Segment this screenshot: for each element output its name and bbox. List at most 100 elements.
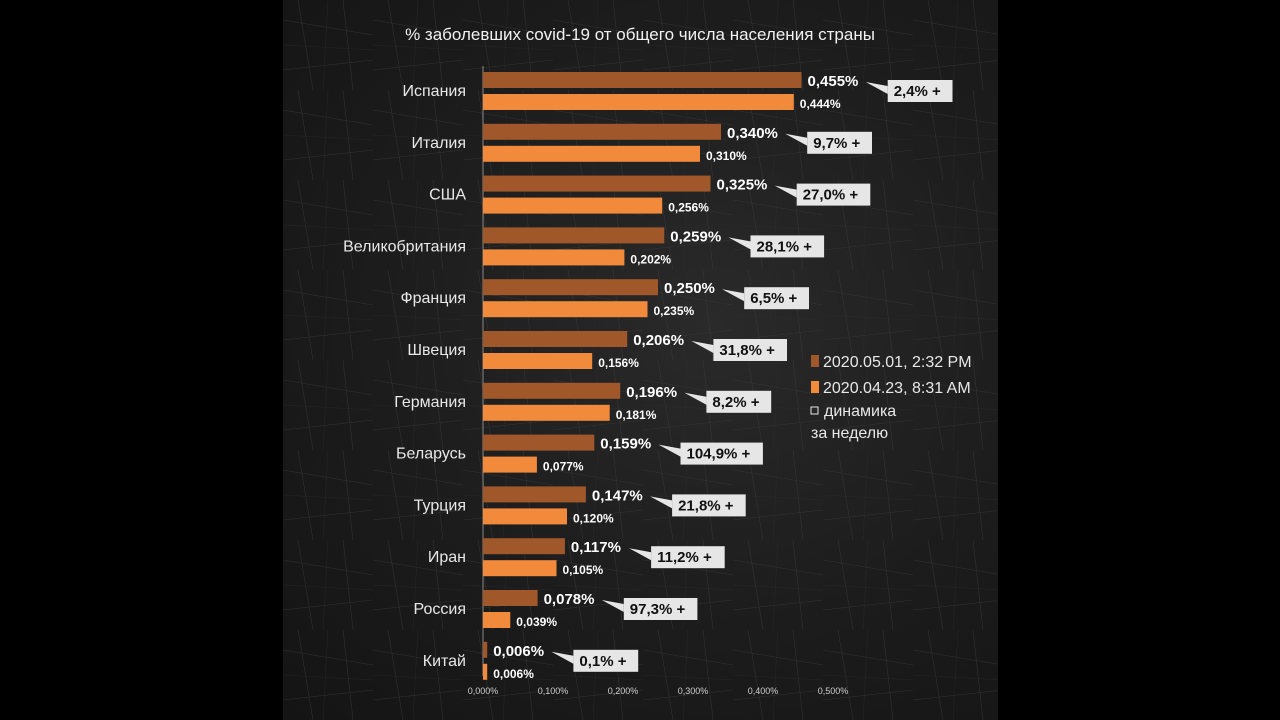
category-label: Германия	[394, 394, 466, 411]
category-label: Турция	[414, 497, 466, 514]
dynamics-pointer	[691, 341, 714, 353]
dynamics-label: 28,1% +	[757, 238, 813, 255]
bar-series-1	[483, 72, 802, 88]
dynamics-box	[750, 235, 825, 258]
legend: 2020.05.01, 2:32 PM 2020.04.23, 8:31 AM ди…	[810, 354, 972, 442]
data-label-series-2: 0,006%	[493, 667, 534, 681]
category-label: Италия	[412, 135, 466, 152]
data-label-series-2: 0,120%	[573, 511, 614, 525]
bar-series-2	[483, 663, 488, 680]
bar-series-2	[483, 560, 557, 577]
bar-series-2	[483, 94, 794, 110]
legend-swatch-dynamics	[810, 406, 819, 415]
bar-series-2	[483, 404, 610, 421]
data-label-series-2: 0,181%	[616, 408, 657, 422]
legend-label-dynamics: динамика	[824, 403, 896, 420]
data-label-series-1: 0,159%	[600, 436, 651, 453]
data-label-series-1: 0,006%	[493, 643, 544, 660]
x-tick-label: 0,000%	[468, 686, 499, 696]
chart-panel: % заболевших covid-19 от общего числа на…	[283, 0, 998, 720]
bar-series-2	[483, 249, 625, 266]
dynamics-pointer	[629, 548, 652, 561]
dynamics-pointer	[722, 289, 745, 302]
dynamics-label: 104,9% +	[687, 446, 751, 463]
dynamics-box	[796, 183, 871, 206]
category-label: США	[429, 187, 466, 204]
bar-series-2	[483, 301, 648, 318]
dynamics-pointer	[774, 185, 797, 198]
data-label-series-1: 0,250%	[664, 280, 715, 297]
dynamics-label: 21,8% +	[678, 497, 734, 514]
data-label-series-1: 0,078%	[544, 591, 595, 608]
dynamics-box	[807, 131, 872, 154]
data-label-series-1: 0,455%	[808, 73, 859, 90]
category-label: Россия	[414, 601, 466, 618]
bar-series-1	[483, 486, 586, 503]
dynamics-box	[744, 287, 809, 310]
bar-series-1	[483, 382, 621, 399]
bar-series-1	[483, 590, 538, 606]
bar-series-2	[483, 353, 593, 369]
x-tick-label: 0,400%	[748, 686, 779, 696]
dynamics-box	[573, 649, 639, 672]
dynamics-label: 6,5% +	[750, 290, 797, 307]
dynamics-label: 31,8% +	[719, 342, 775, 359]
data-label-series-1: 0,206%	[633, 332, 684, 349]
data-label-series-2: 0,156%	[598, 356, 639, 370]
category-label: Франция	[400, 290, 466, 307]
category-label: Великобритания	[343, 238, 466, 255]
x-tick-label: 0,500%	[818, 686, 849, 696]
bar-series-2	[483, 612, 511, 628]
dynamics-box	[713, 339, 787, 361]
bar-series-1	[483, 123, 721, 140]
data-label-series-2: 0,039%	[516, 615, 557, 629]
x-tick-label: 0,200%	[608, 686, 639, 696]
bar-series-1	[483, 641, 488, 658]
bar-series-1	[483, 434, 595, 451]
x-axis: 0,000% 0,100% 0,200% 0,300% 0,400% 0,500%	[468, 686, 849, 696]
data-label-series-2: 0,202%	[630, 252, 671, 266]
bar-series-2	[483, 456, 537, 473]
dynamics-pointer	[658, 444, 681, 457]
data-label-series-2: 0,077%	[543, 460, 584, 474]
bar-series-2	[483, 508, 567, 525]
dynamics-pointer	[551, 651, 574, 664]
data-label-series-1: 0,147%	[592, 487, 643, 504]
bars-layer: Испания 0,455% 0,444% 2,4% + Италия 0,340% 0,3…	[343, 66, 953, 681]
category-label: Швеция	[407, 342, 466, 359]
dynamics-label: 11,2% +	[657, 549, 712, 566]
dynamics-pointer	[865, 82, 888, 94]
dynamics-box	[680, 442, 763, 465]
data-label-series-1: 0,196%	[626, 384, 677, 401]
data-label-series-2: 0,310%	[706, 149, 747, 163]
legend-swatch-series-1	[811, 355, 819, 367]
data-label-series-2: 0,235%	[654, 304, 695, 318]
dynamics-label: 0,1% +	[579, 653, 626, 670]
bar-series-1	[483, 538, 565, 555]
dynamics-pointer	[728, 237, 751, 250]
dynamics-pointer	[650, 496, 673, 509]
data-label-series-2: 0,105%	[563, 563, 604, 577]
data-label-series-1: 0,259%	[670, 228, 721, 245]
dynamics-box	[672, 494, 746, 517]
data-label-series-2: 0,444%	[800, 97, 841, 111]
data-label-series-2: 0,256%	[668, 201, 709, 215]
bar-series-1	[483, 279, 658, 296]
legend-label-series-1: 2020.05.01, 2:32 PM	[823, 354, 972, 371]
legend-swatch-series-2	[811, 381, 819, 393]
dynamics-label: 27,0% +	[803, 187, 859, 204]
dynamics-label: 2,4% +	[894, 83, 941, 100]
dynamics-box	[623, 598, 698, 620]
dynamics-pointer	[684, 392, 707, 405]
category-label: Китай	[423, 653, 466, 670]
chart-title: % заболевших covid-19 от общего числа на…	[405, 25, 875, 44]
dynamics-label: 97,3% +	[630, 601, 686, 618]
dynamics-pointer	[601, 600, 624, 612]
bar-series-2	[483, 145, 700, 162]
data-label-series-1: 0,325%	[717, 177, 768, 194]
dynamics-label: 9,7% +	[813, 135, 860, 152]
dynamics-pointer	[785, 133, 808, 146]
category-label: Беларусь	[396, 446, 466, 463]
bar-series-1	[483, 227, 665, 244]
category-label: Испания	[403, 83, 467, 100]
